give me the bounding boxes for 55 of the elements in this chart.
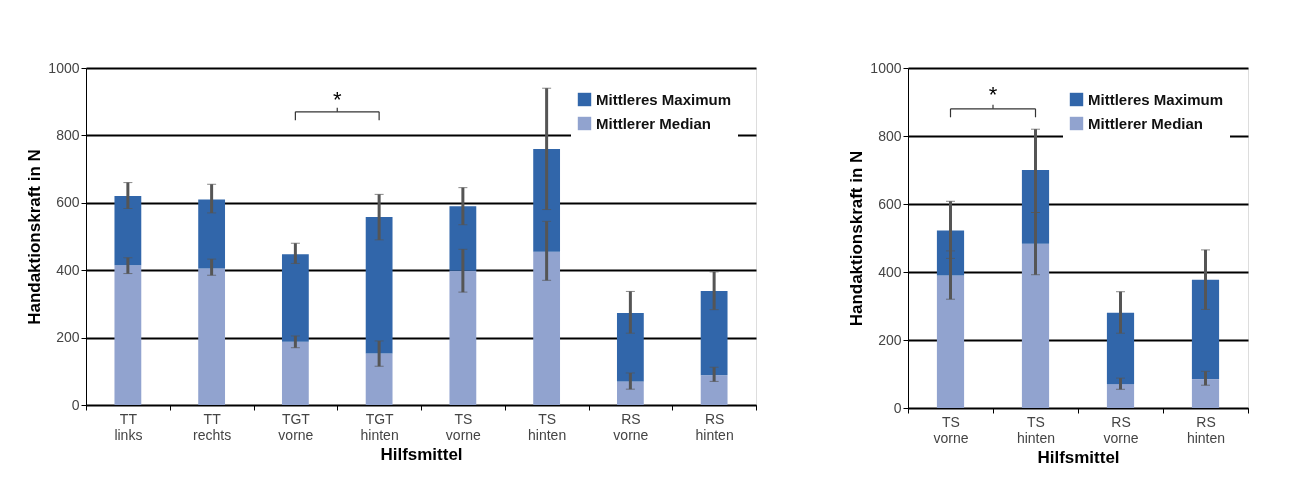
x-tick-label: TS vorne	[933, 413, 969, 446]
x-axis-title: Hilfsmittel	[1037, 447, 1120, 467]
x-tick-label: TGT vorne	[278, 410, 314, 443]
bar	[1021, 243, 1050, 408]
y-tick-label: 600	[878, 195, 902, 212]
y-tick-label: 800	[56, 126, 80, 143]
y-tick-label: 400	[878, 263, 902, 280]
legend-label: Mittleres Maximum	[596, 90, 732, 108]
x-tick-label: TS hinten	[528, 410, 567, 443]
bar	[281, 254, 309, 342]
y-axis-title: Handaktionskraft in N	[847, 150, 867, 327]
bar	[1106, 312, 1135, 385]
x-tick-label: TT links	[114, 410, 143, 443]
annotation: *	[332, 87, 342, 113]
legend-label: Mittlerer Median	[596, 114, 712, 132]
y-tick-label: 0	[71, 396, 80, 413]
x-axis-title: Hilfsmittel	[380, 444, 463, 464]
bar	[616, 381, 644, 405]
bar	[449, 206, 477, 271]
y-tick-label: 800	[878, 127, 902, 144]
y-tick-label: 600	[56, 194, 80, 211]
bar	[700, 375, 728, 405]
x-tick-label: RS vorne	[1103, 413, 1139, 446]
bar	[365, 216, 393, 354]
y-tick-label: 200	[56, 329, 80, 346]
bar	[198, 199, 226, 269]
y-tick-label: 1000	[48, 59, 80, 76]
bar	[281, 341, 309, 405]
bar	[1191, 379, 1220, 408]
bar	[1191, 279, 1220, 380]
bar	[198, 268, 226, 405]
y-tick-label: 0	[893, 399, 902, 416]
bar	[365, 353, 393, 405]
bar	[533, 251, 561, 405]
x-tick-label: TGT hinten	[360, 410, 399, 443]
x-tick-label: TS vorne	[445, 410, 482, 443]
x-tick-label: RS hinten	[1186, 413, 1226, 446]
bar	[449, 270, 477, 405]
y-axis-title: Handaktionskraft in N	[25, 149, 45, 325]
x-tick-label: RS vorne	[613, 410, 649, 443]
legend-label: Mittleres Maximum	[1088, 90, 1224, 108]
x-tick-label: TS hinten	[1016, 413, 1056, 446]
legend-label: Mittlerer Median	[1088, 114, 1204, 132]
bar	[936, 275, 965, 408]
y-tick-label: 1000	[870, 59, 902, 76]
bar	[114, 265, 142, 405]
bar	[1106, 384, 1135, 408]
x-tick-label: TT rechts	[193, 410, 232, 443]
annotation: *	[988, 82, 998, 108]
x-tick-label: RS hinten	[695, 410, 734, 443]
bar	[114, 196, 142, 266]
y-tick-label: 400	[56, 261, 80, 278]
bar	[616, 313, 644, 382]
y-tick-label: 200	[878, 331, 902, 348]
bar	[700, 291, 728, 376]
